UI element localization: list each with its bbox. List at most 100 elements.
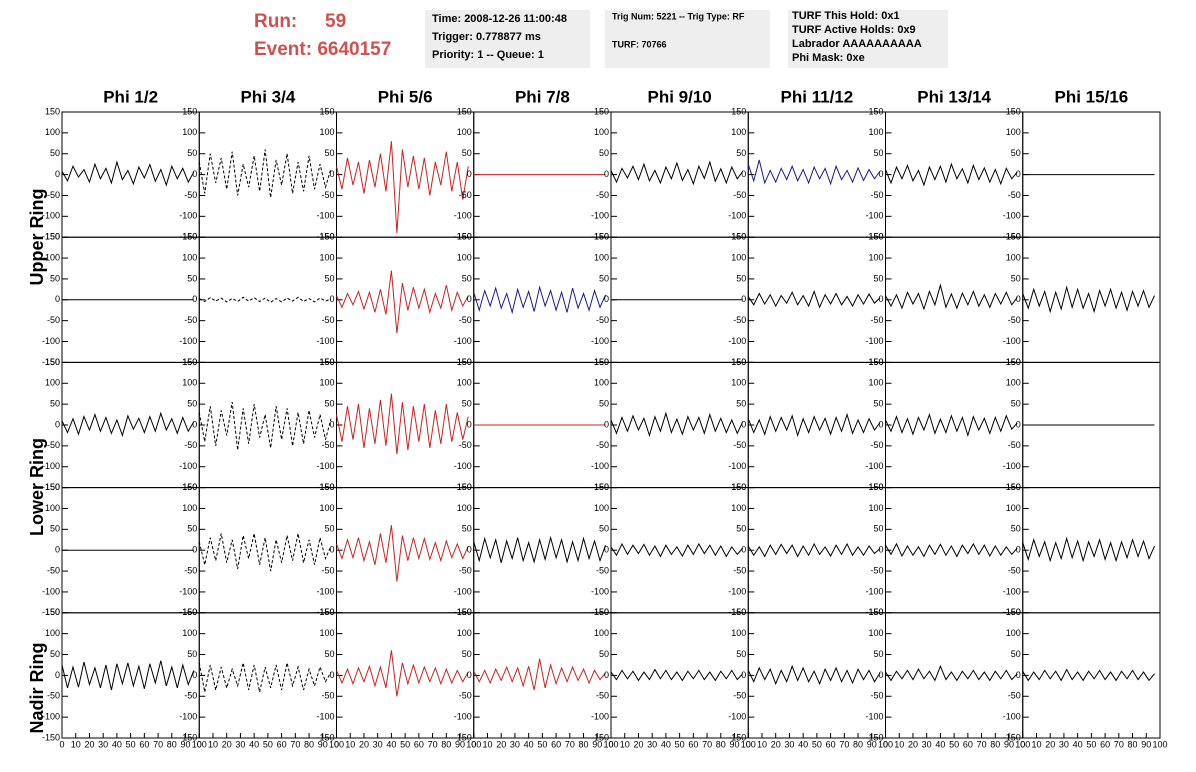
y-tick-label: -150 bbox=[1003, 607, 1021, 617]
waveform bbox=[336, 650, 469, 697]
waveform bbox=[747, 664, 881, 686]
x-tick-label: 50 bbox=[537, 739, 547, 749]
y-tick-label: -100 bbox=[454, 712, 472, 722]
y-tick-label: -150 bbox=[42, 357, 60, 367]
y-tick-label: -150 bbox=[316, 482, 334, 492]
y-tick-label: 150 bbox=[45, 232, 60, 242]
y-tick-label: -150 bbox=[865, 732, 883, 742]
x-tick-label: 20 bbox=[496, 739, 506, 749]
y-tick-label: -50 bbox=[459, 691, 472, 701]
y-tick-label: -50 bbox=[47, 691, 60, 701]
y-tick-label: 100 bbox=[1006, 252, 1021, 262]
y-tick-label: -150 bbox=[179, 607, 197, 617]
x-tick-label: 60 bbox=[277, 739, 287, 749]
x-tick-label: 100 bbox=[1152, 739, 1167, 749]
y-tick-label: 0 bbox=[467, 670, 472, 680]
y-tick-label: -150 bbox=[728, 607, 746, 617]
y-tick-label: -100 bbox=[179, 211, 197, 221]
y-tick-label: 150 bbox=[319, 482, 334, 492]
x-tick-label: 20 bbox=[908, 739, 918, 749]
x-tick-label: 80 bbox=[304, 739, 314, 749]
y-tick-label: 150 bbox=[45, 607, 60, 617]
y-tick-label: -50 bbox=[733, 691, 746, 701]
y-tick-label: 50 bbox=[462, 148, 472, 158]
y-tick-label: -50 bbox=[870, 691, 883, 701]
column-title: Phi 5/6 bbox=[378, 87, 433, 106]
y-tick-label: 50 bbox=[324, 524, 334, 534]
info-box bbox=[605, 10, 770, 68]
y-tick-label: 50 bbox=[324, 273, 334, 283]
y-tick-label: 50 bbox=[599, 148, 609, 158]
y-tick-label: -150 bbox=[865, 482, 883, 492]
x-tick-label: 90 bbox=[1141, 739, 1151, 749]
x-tick-label: 30 bbox=[647, 739, 657, 749]
y-tick-label: -50 bbox=[1008, 691, 1021, 701]
x-tick-label: 70 bbox=[290, 739, 300, 749]
run-number: 59 bbox=[325, 11, 346, 32]
x-tick-label: 50 bbox=[812, 739, 822, 749]
x-tick-label: 50 bbox=[1086, 739, 1096, 749]
y-tick-label: -50 bbox=[321, 691, 334, 701]
y-tick-label: 150 bbox=[731, 106, 746, 116]
x-tick-label: 0 bbox=[59, 739, 64, 749]
y-tick-label: -50 bbox=[47, 315, 60, 325]
x-tick-label: 30 bbox=[373, 739, 383, 749]
y-tick-label: -50 bbox=[596, 565, 609, 575]
y-tick-label: 50 bbox=[1011, 524, 1021, 534]
y-tick-label: 100 bbox=[182, 378, 197, 388]
y-tick-label: -150 bbox=[865, 357, 883, 367]
x-tick-label: 0 bbox=[197, 739, 202, 749]
y-tick-label: -50 bbox=[596, 190, 609, 200]
y-tick-label: 0 bbox=[741, 670, 746, 680]
y-tick-label: -100 bbox=[316, 461, 334, 471]
y-tick-label: -50 bbox=[1008, 440, 1021, 450]
y-tick-label: -150 bbox=[42, 482, 60, 492]
y-tick-label: 0 bbox=[192, 169, 197, 179]
y-tick-label: -150 bbox=[179, 232, 197, 242]
waveform bbox=[473, 535, 606, 564]
y-tick-label: -50 bbox=[184, 190, 197, 200]
y-tick-label: -50 bbox=[459, 315, 472, 325]
y-tick-label: 150 bbox=[457, 357, 472, 367]
y-tick-label: 50 bbox=[873, 649, 883, 659]
y-tick-label: 150 bbox=[594, 232, 609, 242]
y-tick-label: -150 bbox=[728, 732, 746, 742]
y-tick-label: -100 bbox=[1003, 336, 1021, 346]
waveform bbox=[61, 411, 195, 438]
y-tick-label: -150 bbox=[1003, 232, 1021, 242]
y-tick-label: 100 bbox=[731, 378, 746, 388]
y-tick-label: 100 bbox=[45, 378, 60, 388]
x-tick-label: 0 bbox=[746, 739, 751, 749]
x-tick-label: 20 bbox=[359, 739, 369, 749]
y-tick-label: 0 bbox=[55, 169, 60, 179]
x-tick-label: 40 bbox=[386, 739, 396, 749]
y-tick-label: 100 bbox=[457, 503, 472, 513]
y-tick-label: 150 bbox=[182, 357, 197, 367]
y-tick-label: -100 bbox=[865, 336, 883, 346]
waveform bbox=[336, 141, 469, 234]
x-tick-label: 20 bbox=[84, 739, 94, 749]
y-tick-label: -100 bbox=[454, 211, 472, 221]
y-tick-label: -50 bbox=[321, 315, 334, 325]
y-tick-label: 100 bbox=[868, 127, 883, 137]
waveform bbox=[1022, 285, 1155, 314]
waveform bbox=[747, 412, 881, 438]
y-tick-label: 0 bbox=[55, 419, 60, 429]
y-tick-label: -150 bbox=[591, 732, 609, 742]
y-tick-label: -100 bbox=[728, 712, 746, 722]
info-text: TURF This Hold: 0x1 bbox=[792, 10, 900, 22]
x-tick-label: 50 bbox=[126, 739, 136, 749]
y-tick-label: 100 bbox=[319, 503, 334, 513]
y-tick-label: -100 bbox=[179, 712, 197, 722]
y-tick-label: -100 bbox=[591, 461, 609, 471]
y-tick-label: 50 bbox=[599, 649, 609, 659]
y-tick-label: -50 bbox=[733, 315, 746, 325]
y-tick-label: 0 bbox=[604, 169, 609, 179]
info-box bbox=[788, 10, 948, 68]
x-tick-label: 60 bbox=[1100, 739, 1110, 749]
y-tick-label: 50 bbox=[462, 649, 472, 659]
y-tick-label: 100 bbox=[868, 378, 883, 388]
y-tick-label: -150 bbox=[454, 232, 472, 242]
x-tick-label: 20 bbox=[222, 739, 232, 749]
x-tick-label: 100 bbox=[329, 739, 344, 749]
